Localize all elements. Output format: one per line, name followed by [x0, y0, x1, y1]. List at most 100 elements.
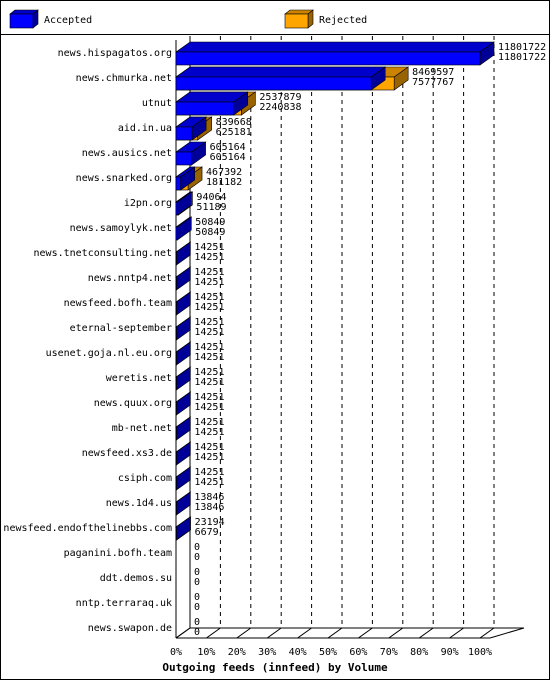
rejected-bar — [175, 166, 196, 191]
accepted-bar — [175, 441, 192, 466]
bars-layer — [175, 41, 495, 541]
rejected-value-label: 0 — [194, 577, 200, 588]
tick-mark — [479, 627, 495, 639]
rejected-value-label: 0 — [194, 552, 200, 563]
category-label: i2pn.org — [124, 198, 172, 209]
category-label: paganini.bofh.team — [64, 548, 172, 559]
accepted-value-label: 94064 — [196, 192, 226, 203]
category-label: newsfeed.endofthelinebbs.com — [3, 523, 172, 534]
legend-item-rejected: Rejected — [284, 9, 367, 29]
rejected-bar — [175, 191, 193, 216]
x-tick-label: 80% — [410, 647, 428, 658]
accepted-bar-side — [176, 391, 191, 416]
tick-mark — [297, 627, 312, 639]
category-label: news.snarked.org — [76, 173, 172, 184]
category-label: usenet.goja.nl.eu.org — [46, 348, 172, 359]
category-label: news.samoylyk.net — [70, 223, 172, 234]
tick-mark — [206, 627, 221, 639]
accepted-value-label: 605164 — [210, 142, 246, 153]
accepted-value-label: 50849 — [195, 217, 225, 228]
accepted-value-label: 0 — [194, 542, 200, 553]
x-tick-label: 40% — [289, 647, 307, 658]
rejected-bar-face — [175, 176, 181, 191]
chart-title: Outgoing feeds (innfeed) by Volume — [162, 661, 388, 674]
legend-swatch — [9, 13, 34, 29]
accepted-value-label: 11801722 — [498, 42, 546, 53]
category-label: ddt.demos.su — [100, 573, 172, 584]
legend-item-accepted: Accepted — [9, 9, 92, 29]
rejected-value-label: 14251 — [194, 302, 224, 313]
tick-mark — [418, 627, 434, 639]
x-tick-label: 20% — [228, 647, 246, 658]
accepted-bar-side — [176, 341, 191, 366]
category-label: eternal-september — [70, 323, 172, 334]
tick-mark — [388, 627, 404, 639]
rejected-value-label: 181182 — [206, 177, 242, 188]
x-tick-label: 30% — [258, 647, 276, 658]
rejected-bar-face — [175, 526, 177, 541]
accepted-bar-side — [176, 491, 191, 516]
tick-mark — [327, 627, 343, 639]
rejected-value-label: 14251 — [194, 327, 224, 338]
grid-layer — [175, 36, 495, 639]
rejected-value-label: 14251 — [194, 402, 224, 413]
x-tick-label: 0% — [170, 647, 182, 658]
category-label: weretis.net — [106, 373, 172, 384]
category-label: news.quux.org — [94, 398, 172, 409]
x-tick-label: 90% — [441, 647, 459, 658]
floor-depth-line-right — [489, 627, 525, 639]
category-label: news.hispagatos.org — [58, 48, 172, 59]
accepted-bar — [175, 291, 192, 316]
legend-label: Rejected — [319, 15, 367, 26]
accepted-value-label: 467392 — [206, 167, 242, 178]
rejected-bar — [175, 516, 192, 541]
accepted-bar — [175, 266, 192, 291]
rejected-value-label: 14251 — [194, 377, 224, 388]
accepted-bar — [175, 491, 192, 516]
category-label: news.tnetconsulting.net — [34, 248, 172, 259]
accepted-bar — [175, 316, 192, 341]
rejected-value-label: 14251 — [194, 452, 224, 463]
rejected-value-label: 605164 — [210, 152, 246, 163]
accepted-bar — [175, 391, 192, 416]
accepted-value-label: 2537879 — [259, 92, 301, 103]
category-label: news.swapon.de — [88, 623, 172, 634]
accepted-value-label: 839668 — [216, 117, 252, 128]
rejected-value-label: 50849 — [195, 227, 225, 238]
labels-layer: 0% 10% 20% 30% 40% 50% 60% 70% 80% 90% 100% news.hi… — [3, 42, 546, 658]
tick-mark — [175, 627, 191, 639]
accepted-value-label: 14251 — [194, 267, 224, 278]
rejected-bar — [175, 66, 387, 91]
legend-layer: Accepted Rejected — [9, 9, 367, 29]
rejected-bar-side — [175, 516, 191, 541]
accepted-bar-face — [175, 476, 177, 491]
accepted-value-label: 13846 — [194, 492, 224, 503]
rejected-value-label: 625181 — [216, 127, 252, 138]
accepted-bar — [175, 41, 495, 66]
rejected-bar-face — [175, 76, 372, 91]
accepted-value-label: 14251 — [194, 317, 224, 328]
category-label: csiph.com — [118, 473, 172, 484]
rejected-bar-face — [175, 201, 178, 216]
accepted-bar — [175, 141, 207, 166]
legend-swatch — [284, 13, 309, 29]
category-label: news.1d4.us — [106, 498, 172, 509]
accepted-value-label: 14251 — [194, 242, 224, 253]
accepted-bar-face — [175, 301, 177, 316]
accepted-bar-face — [175, 276, 177, 291]
rejected-value-label: 11801722 — [498, 52, 546, 63]
accepted-bar-top — [175, 41, 495, 53]
accepted-bar-side — [176, 316, 191, 341]
accepted-value-label: 14251 — [194, 342, 224, 353]
accepted-bar — [175, 341, 192, 366]
accepted-bar — [175, 241, 192, 266]
rejected-value-label: 13846 — [194, 502, 224, 513]
x-tick-label: 10% — [197, 647, 215, 658]
accepted-value-label: 0 — [194, 617, 200, 628]
rejected-value-label: 2240838 — [259, 102, 301, 113]
rejected-value-label: 14251 — [194, 477, 224, 488]
accepted-bar-side — [176, 291, 191, 316]
tick-mark — [266, 627, 282, 639]
rejected-value-label: 6679 — [195, 527, 219, 538]
x-tick-label: 50% — [319, 647, 337, 658]
